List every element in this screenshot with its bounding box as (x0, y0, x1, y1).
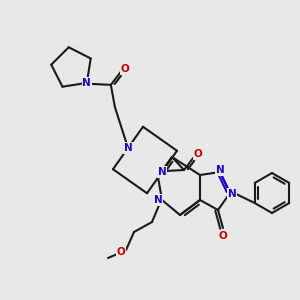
Text: O: O (121, 64, 129, 74)
Text: O: O (117, 247, 125, 257)
Text: N: N (158, 167, 166, 177)
Text: N: N (154, 195, 162, 205)
Text: N: N (216, 165, 224, 175)
Text: O: O (219, 231, 227, 241)
Text: N: N (82, 78, 91, 88)
Text: N: N (124, 143, 132, 153)
Text: N: N (228, 189, 236, 199)
Text: O: O (194, 149, 202, 159)
